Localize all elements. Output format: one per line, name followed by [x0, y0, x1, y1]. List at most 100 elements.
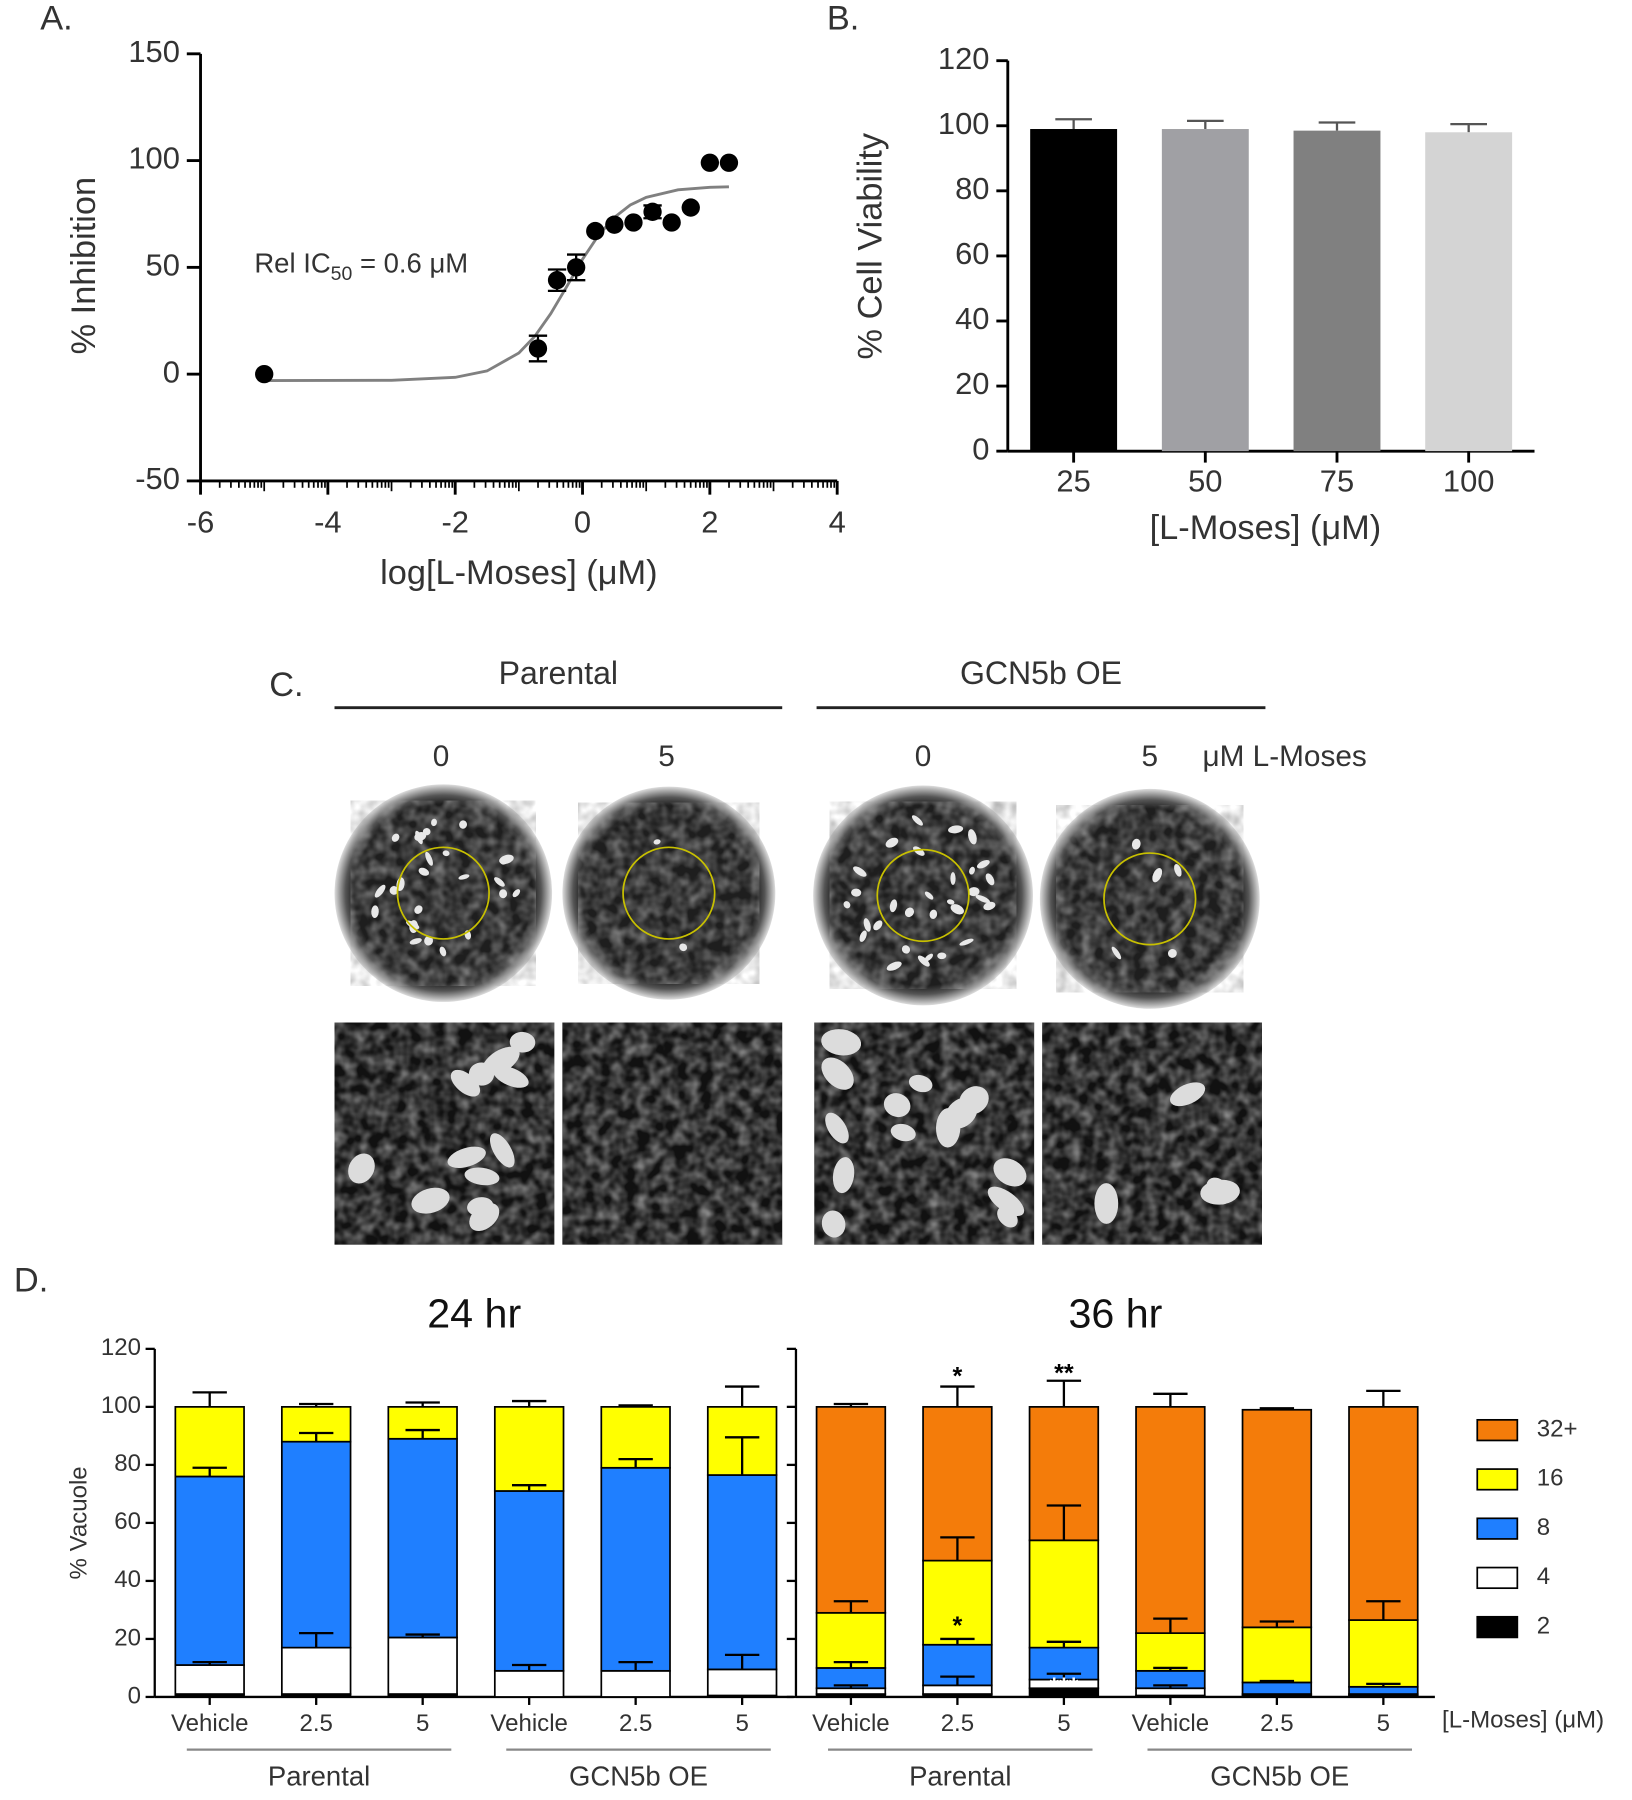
cell	[425, 851, 433, 866]
error-bar	[1055, 118, 1092, 130]
cell	[843, 901, 851, 909]
y-tick-label: 0	[128, 1682, 141, 1709]
error-bar	[618, 1457, 653, 1468]
annotation-part: 50	[331, 263, 353, 285]
error-bar	[1153, 1666, 1188, 1671]
y-tick-label: 60	[955, 236, 989, 271]
error-bar	[940, 1385, 975, 1407]
cell	[890, 1123, 916, 1142]
roi	[622, 846, 716, 940]
error-bar	[833, 1660, 869, 1668]
cell	[1169, 1082, 1206, 1107]
cell	[883, 1093, 911, 1118]
bar-segment	[174, 1406, 245, 1478]
y-tick-label: 0	[163, 354, 180, 389]
y-tick-label: 40	[955, 301, 989, 336]
cell	[374, 884, 386, 898]
cell	[924, 891, 934, 900]
x-tick-label: 100	[1443, 463, 1495, 498]
bar	[1161, 129, 1249, 452]
bar-segment	[706, 1474, 778, 1671]
error-bar	[192, 1466, 227, 1477]
cell	[482, 1046, 520, 1076]
bar	[1030, 129, 1118, 452]
cell	[424, 935, 434, 946]
cell	[418, 867, 430, 876]
error-bar	[405, 1428, 440, 1439]
cell	[469, 1202, 500, 1231]
bar-segment	[1135, 1406, 1206, 1634]
bar-segment	[1028, 1539, 1100, 1649]
error-bar	[405, 1633, 440, 1638]
y-tick-label: 50	[146, 248, 180, 283]
error-bar	[1046, 1379, 1082, 1407]
cell	[976, 860, 990, 869]
cell	[1131, 838, 1141, 850]
cell	[371, 905, 379, 918]
data-point	[700, 153, 720, 172]
cell	[825, 1112, 849, 1144]
well-image	[813, 785, 1033, 1006]
error-bar	[1259, 1407, 1295, 1410]
cell	[983, 901, 996, 911]
well-image	[562, 786, 776, 1000]
bar-segment	[1348, 1685, 1419, 1695]
x-tick-label: 2.5	[941, 1710, 974, 1737]
bar-segment	[815, 1611, 887, 1669]
x-tick-label: 5	[735, 1710, 748, 1737]
error-bar	[1186, 119, 1224, 130]
bar-segment	[174, 1664, 245, 1695]
bar-segment	[815, 1406, 887, 1614]
bar-segment	[174, 1475, 245, 1666]
error-bar	[1366, 1600, 1401, 1621]
cell	[889, 899, 898, 913]
y-axis-label: % Cell Viability	[852, 132, 890, 359]
cell	[924, 953, 934, 962]
bar	[1293, 130, 1381, 452]
cell	[911, 815, 923, 826]
x-axis-label: log[L-Moses] (μM)	[380, 554, 657, 592]
x-tick-label: Vehicle	[1132, 1710, 1210, 1737]
error-bar	[511, 1663, 547, 1671]
y-tick-label: -50	[135, 461, 180, 496]
zoom-texture	[562, 1022, 783, 1245]
error-bar	[1153, 1617, 1188, 1634]
roi	[396, 846, 490, 940]
cell	[458, 874, 470, 880]
cell	[679, 943, 688, 952]
x-tick-label: 5	[1377, 1710, 1390, 1737]
bar-segment	[1241, 1681, 1313, 1695]
annotation-part: Rel IC	[254, 248, 330, 279]
dose-label: 5	[1141, 740, 1158, 773]
bar-segment	[1241, 1408, 1313, 1629]
y-tick-label: 120	[938, 41, 990, 76]
y-tick-label: 40	[114, 1566, 141, 1593]
zoom-image	[1042, 1022, 1262, 1245]
legend-swatch	[1476, 1418, 1519, 1442]
dose-unit: μM L-Moses	[1202, 740, 1366, 773]
cell	[439, 946, 447, 957]
bar-segment	[387, 1636, 458, 1695]
cell	[959, 938, 974, 946]
cell	[821, 1210, 846, 1238]
cell	[389, 886, 399, 895]
x-axis-label: [L-Moses] (μM)	[1150, 509, 1382, 547]
x-tick-label: -4	[314, 505, 341, 540]
dose-label: 0	[433, 740, 450, 773]
y-tick-label: 150	[128, 34, 180, 69]
bar-segment	[1135, 1687, 1206, 1697]
error-bar	[299, 1431, 334, 1442]
cell	[450, 1069, 481, 1097]
cell	[464, 1167, 500, 1186]
cell	[853, 866, 867, 877]
cell	[968, 887, 980, 897]
error-bar	[1259, 1620, 1295, 1628]
bar-segment	[600, 1466, 671, 1672]
data-point	[255, 364, 274, 384]
cell	[1111, 946, 1122, 960]
cell	[985, 873, 995, 886]
bar-segment	[922, 1559, 993, 1646]
error-bar	[833, 1402, 869, 1407]
annotation: *	[953, 1612, 963, 1640]
group-label: GCN5b OE	[1210, 1761, 1349, 1792]
